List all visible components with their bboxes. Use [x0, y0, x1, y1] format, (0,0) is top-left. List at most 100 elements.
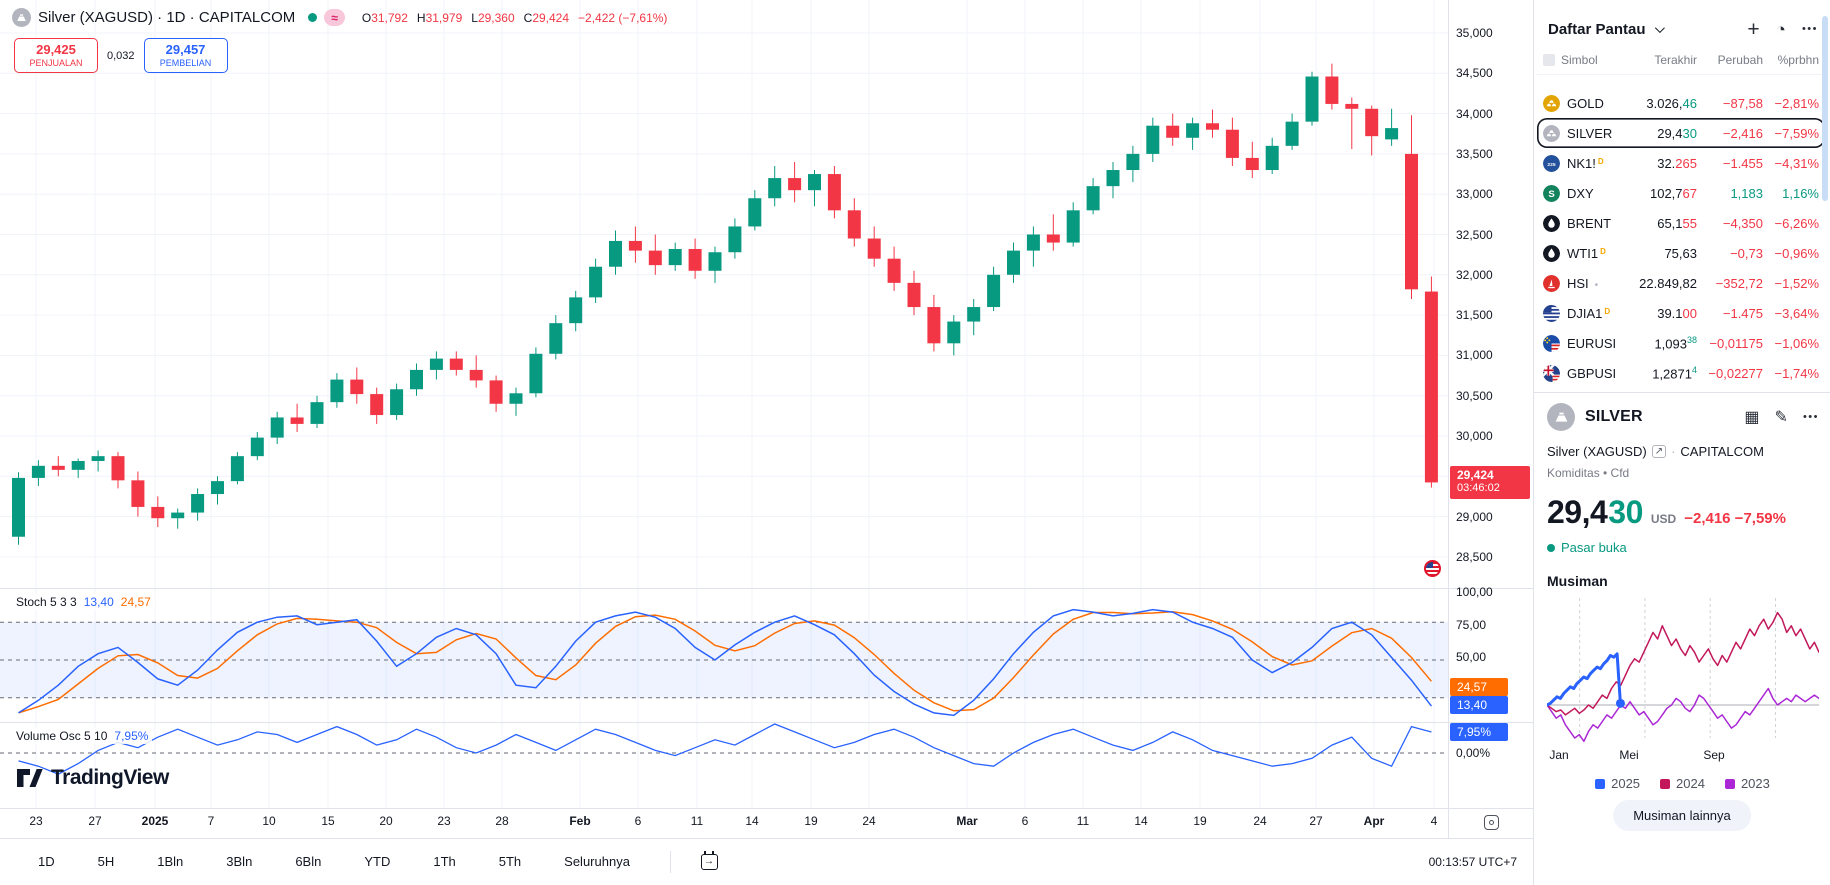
price-axis-label: 29,000 — [1456, 509, 1493, 524]
time-axis-label[interactable]: Feb — [569, 814, 591, 828]
chevron-down-icon[interactable] — [1654, 22, 1665, 33]
price-chart[interactable] — [0, 0, 1448, 588]
change-percent: −1,74% — [1774, 365, 1819, 381]
last-price: 32.265 — [1657, 155, 1697, 171]
range-button-6bln[interactable]: 6Bln — [295, 854, 322, 869]
change-value: −0,02277 — [1708, 365, 1763, 381]
time-axis-label[interactable]: 11 — [1076, 814, 1090, 828]
watchlist-row-wti1[interactable]: WTI1 D 75,63 −0,73 −0,96% — [1537, 238, 1825, 268]
time-axis-label[interactable]: 20 — [379, 814, 393, 828]
watchlist-row-silver[interactable]: SILVER 29,430 −2,416 −7,59% — [1537, 118, 1825, 148]
time-axis-label[interactable]: 2025 — [141, 814, 169, 828]
range-button-ytd[interactable]: YTD — [364, 854, 391, 869]
market-status-dot-icon — [308, 13, 318, 22]
watchlist-more-icon[interactable]: ••• — [1801, 22, 1818, 35]
time-axis-label[interactable]: Mar — [956, 814, 978, 828]
clock[interactable]: 00:13:57 UTC+7 — [1428, 854, 1517, 869]
date-range-switcher: 1D 5H 1Bln 3Bln 6Bln YTD 1Th 5Th Seluruhnya — [38, 854, 630, 869]
watchlist-row-brent[interactable]: BRENT 65,155 −4,350 −6,26% — [1537, 208, 1825, 238]
time-axis-label[interactable]: 28 — [495, 814, 509, 828]
economic-event-flag-icon[interactable] — [1424, 560, 1441, 577]
time-axis-label[interactable]: 6 — [634, 814, 642, 828]
symbol-name: EURUSI — [1567, 335, 1615, 351]
eu-us-flag-icon — [1543, 334, 1560, 352]
watchlist-row-gbpusi[interactable]: GBPUSI 1,28714 −0,02277 −1,74% — [1537, 358, 1825, 388]
time-axis-label[interactable]: 11 — [690, 814, 704, 828]
divider — [1537, 74, 1825, 75]
volume-zero-label: 0,00% — [1456, 746, 1491, 760]
pie-chart-edit-icon[interactable]: ◔ — [1775, 19, 1786, 39]
time-axis-label[interactable]: 27 — [1309, 814, 1323, 828]
range-button-seluruhnya[interactable]: Seluruhnya — [564, 854, 630, 869]
time-axis-label[interactable]: Apr — [1363, 814, 1385, 828]
time-axis-label[interactable]: 7 — [207, 814, 215, 828]
detail-more-icon[interactable]: ••• — [1802, 411, 1819, 423]
watchlist-column-headers[interactable]: Simbol Terakhir Perubah %prbhn — [1537, 48, 1825, 72]
watchlist-row-nk1[interactable]: 225 NK1! D 32.265 −1.455 −4,31% — [1537, 148, 1825, 178]
last-price-label: 29,424 03:46:02 — [1450, 466, 1530, 499]
time-axis-label[interactable]: 15 — [321, 814, 335, 828]
pane-divider[interactable] — [0, 722, 1533, 723]
watchlist-row-dxy[interactable]: S DXY 102,767 1,183 1,16% — [1537, 178, 1825, 208]
range-button-5th[interactable]: 5Th — [498, 854, 522, 869]
time-axis-label[interactable]: 4 — [1430, 814, 1438, 828]
time-axis-label[interactable]: 23 — [437, 814, 451, 828]
symbol-detail: SILVER ▦ ✎ ••• Silver (XAGUSD) ↗ · CAPIT… — [1547, 402, 1819, 589]
price-axis[interactable]: 35,000 34,500 34,000 33,500 33,000 32,500 32,0… — [1449, 0, 1533, 838]
time-axis-label[interactable]: 24 — [1253, 814, 1267, 828]
stoch-indicator-label[interactable]: Stoch 5 3 3 13,40 24,57 — [12, 594, 155, 610]
stochastic-pane[interactable] — [0, 588, 1448, 722]
range-button-3bln[interactable]: 3Bln — [226, 854, 253, 869]
seasonal-chart[interactable] — [1547, 592, 1819, 744]
stoch-axis-label: 100,00 — [1456, 585, 1493, 599]
seasonal-legend-item[interactable]: 2024 — [1660, 776, 1705, 791]
delayed-data-badge: D — [1597, 156, 1604, 166]
detail-subtitle[interactable]: Silver (XAGUSD) — [1547, 444, 1647, 459]
seasonal-month-axis: Jan Mei Sep — [1547, 748, 1819, 764]
time-axis-label[interactable]: 27 — [88, 814, 102, 828]
volume-osc-indicator-label[interactable]: Volume Osc 5 10 7,95% — [12, 728, 153, 744]
time-axis-label[interactable]: 10 — [262, 814, 276, 828]
buy-button[interactable]: 29,457 PEMBELIAN — [143, 38, 228, 73]
time-axis-label[interactable]: 6 — [1021, 814, 1029, 828]
time-axis-label[interactable]: 23 — [29, 814, 43, 828]
symbol-name: DJIA1 — [1567, 305, 1603, 321]
last-price: 1,28714 — [1652, 364, 1697, 382]
symbol-name: WTI1 — [1567, 245, 1599, 261]
range-button-1d[interactable]: 1D — [38, 854, 55, 869]
pane-divider[interactable] — [0, 588, 1533, 589]
price-axis-label: 34,500 — [1456, 66, 1493, 81]
time-axis-label[interactable]: 24 — [862, 814, 876, 828]
range-button-5h[interactable]: 5H — [97, 854, 115, 869]
ohlc-values: O31,792 H31,979 L29,360 C29,424 −2,422 (… — [361, 10, 668, 25]
external-link-icon[interactable]: ↗ — [1651, 445, 1667, 458]
watchlist-row-gold[interactable]: GOLD 3.026,46 −87,58 −2,81% — [1537, 88, 1825, 118]
more-seasonals-button[interactable]: Musiman lainnya — [1613, 800, 1751, 831]
range-button-1bln[interactable]: 1Bln — [157, 854, 184, 869]
tradingview-logo[interactable]: TradingView — [16, 766, 169, 790]
range-button-1th[interactable]: 1Th — [433, 854, 456, 869]
grid-icon[interactable]: ▦ — [1744, 409, 1760, 426]
seasonal-legend-item[interactable]: 2023 — [1724, 776, 1770, 791]
time-axis-label[interactable]: 14 — [745, 814, 759, 828]
watchlist-row-hsi[interactable]: HSI • 22.849,82 −352,72 −1,52% — [1537, 268, 1825, 298]
watchlist-row-djia1[interactable]: DJIA1 D 39.100 −1.475 −3,64% — [1537, 298, 1825, 328]
settings-gear-icon[interactable] — [1484, 815, 1499, 830]
change-percent: −6,26% — [1774, 215, 1819, 231]
watchlist-title[interactable]: Daftar Pantau — [1548, 20, 1646, 38]
add-symbol-button[interactable]: + — [1747, 17, 1760, 41]
seasonal-legend-item[interactable]: 2025 — [1595, 776, 1640, 791]
symbol-title[interactable]: Silver (XAGUSD) · 1D · CAPITALCOM — [38, 9, 296, 26]
watchlist-row-eurusi[interactable]: EURUSI 1,09338 −0,01175 −1,06% — [1537, 328, 1825, 358]
time-axis[interactable]: 23 27 2025 7 10 15 20 23 28 Feb 6 11 14 19 24 Mar 6 11 14 1… — [0, 808, 1533, 838]
time-axis-label[interactable]: 14 — [1134, 814, 1148, 828]
time-axis-label[interactable]: 19 — [804, 814, 818, 828]
time-axis-label[interactable]: 19 — [1193, 814, 1207, 828]
sell-button[interactable]: 29,425 PENJUALAN — [14, 38, 98, 73]
edit-icon[interactable]: ✎ — [1774, 409, 1788, 426]
approx-wave-icon[interactable]: ≈ — [324, 9, 345, 26]
detail-symbol-name: SILVER — [1585, 408, 1643, 425]
go-to-date-calendar-icon[interactable] — [700, 850, 718, 870]
scrollbar-thumb[interactable] — [1822, 16, 1828, 201]
volume-osc-pane[interactable] — [0, 722, 1448, 808]
